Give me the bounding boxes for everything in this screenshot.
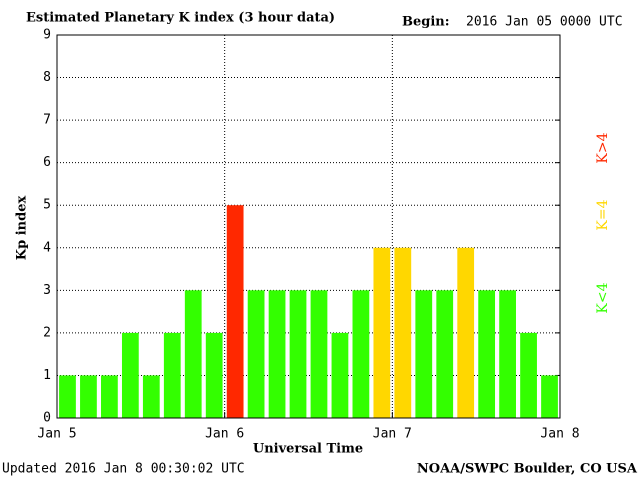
bar <box>226 205 244 418</box>
bar <box>121 332 139 418</box>
bar <box>415 290 433 418</box>
bar <box>478 290 496 418</box>
bar <box>142 375 160 418</box>
bar <box>80 375 97 418</box>
y-tick-label: 9 <box>43 28 51 43</box>
bar <box>394 247 412 418</box>
bar <box>163 332 181 418</box>
y-tick-label: 0 <box>43 411 51 426</box>
y-tick-label: 3 <box>43 283 51 298</box>
source: NOAA/SWPC Boulder, CO USA <box>417 462 638 477</box>
y-tick-label: 2 <box>43 325 51 340</box>
x-tick-label: Jan 6 <box>205 427 244 442</box>
bar <box>184 290 202 418</box>
y-tick-label: 4 <box>43 240 51 255</box>
bar <box>205 332 223 418</box>
bar <box>541 375 558 418</box>
bar <box>268 290 286 418</box>
begin-label: Begin: <box>402 15 450 30</box>
x-axis-label: Universal Time <box>253 442 363 457</box>
legend-label: K<4 <box>595 282 611 313</box>
chart-title: Estimated Planetary K index (3 hour data… <box>26 11 335 26</box>
begin-value: 2016 Jan 05 0000 UTC <box>466 15 623 30</box>
x-tick-label: Jan 8 <box>540 427 579 442</box>
x-tick-label: Jan 5 <box>37 427 76 442</box>
y-tick-label: 8 <box>43 70 51 85</box>
x-tick-label: Jan 7 <box>373 427 412 442</box>
y-tick-label: 7 <box>43 113 51 128</box>
legend-label: K=4 <box>595 199 611 230</box>
y-tick-label: 1 <box>43 368 51 383</box>
bar <box>436 290 454 418</box>
bar <box>310 290 328 418</box>
bar <box>352 290 370 418</box>
y-axis-label: Kp index <box>15 196 30 261</box>
bar <box>59 375 76 418</box>
bar <box>101 375 118 418</box>
y-tick-label: 5 <box>43 198 51 213</box>
plot-frame <box>56 34 561 419</box>
bar <box>499 290 516 418</box>
bar <box>247 290 265 418</box>
bar <box>520 332 537 418</box>
bar <box>457 247 475 418</box>
updated: Updated 2016 Jan 8 00:30:02 UTC <box>2 462 245 477</box>
bar <box>373 247 391 418</box>
legend-label: K>4 <box>595 132 611 163</box>
bar <box>289 290 307 418</box>
bar <box>331 332 349 418</box>
y-tick-label: 6 <box>43 155 51 170</box>
